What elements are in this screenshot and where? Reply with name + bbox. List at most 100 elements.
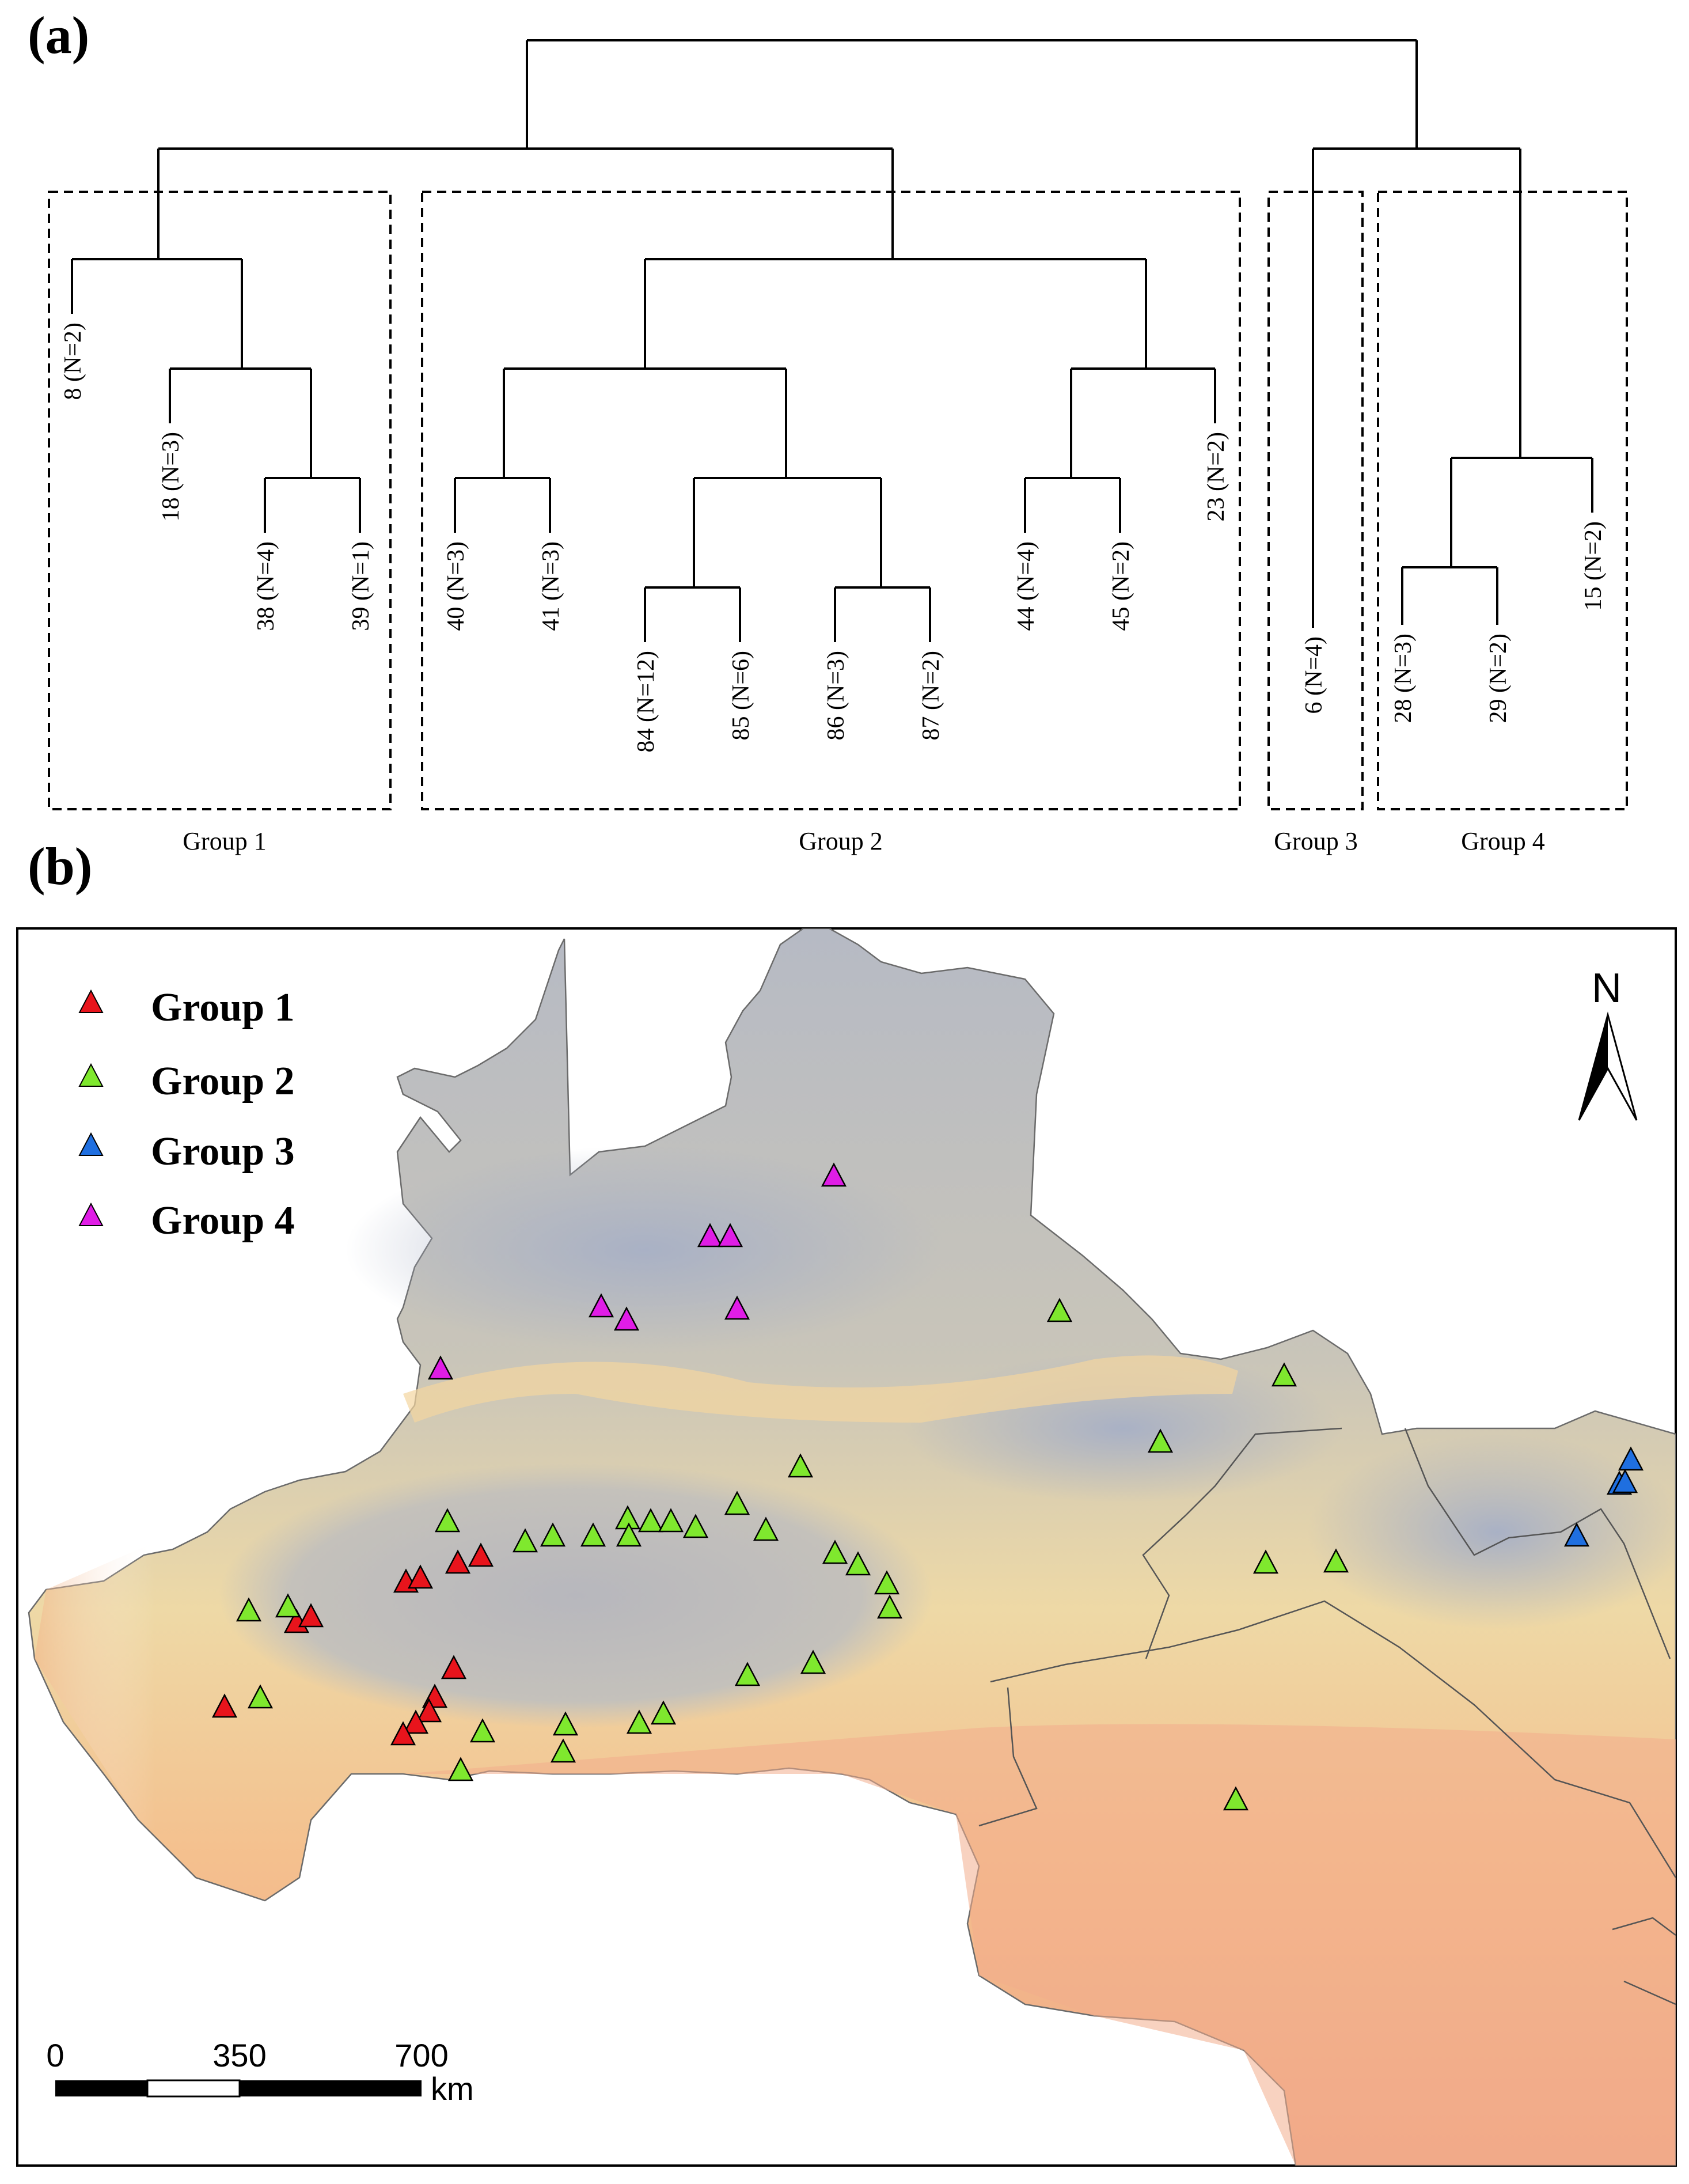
site-marker-group-2 — [637, 1508, 664, 1533]
group-2-box — [421, 191, 1241, 810]
site-marker-group-2 — [626, 1709, 652, 1734]
leaf-label: 29 (N=2) — [1485, 634, 1512, 723]
legend-item-group-4: Group 4 — [78, 1199, 295, 1243]
group-1-box — [48, 191, 392, 810]
leaf-label: 40 (N=3) — [443, 541, 469, 631]
sample-sites — [211, 1162, 1644, 1811]
site-marker-group-2 — [787, 1453, 814, 1478]
leaf-label: 15 (N=2) — [1580, 521, 1607, 611]
site-marker-group-3 — [1618, 1446, 1644, 1471]
site-marker-group-2 — [1323, 1548, 1349, 1573]
site-marker-group-2 — [434, 1508, 461, 1533]
group-label: Group 3 — [1274, 827, 1357, 855]
dendrogram: 8 (N=2) 18 (N=3) 38 (N=4) 39 (N=1) 40 (N… — [48, 39, 1628, 855]
scale-bar: 0 350 700 km — [46, 2037, 473, 2107]
group-label: Group 4 — [1461, 827, 1544, 855]
leaf-label: 6 (N=4) — [1301, 636, 1327, 714]
site-marker-group-4 — [588, 1293, 614, 1318]
group-3-box — [1267, 191, 1364, 810]
group-label: Group 2 — [799, 827, 882, 855]
legend-triangle-icon — [78, 989, 104, 1013]
legend-label: Group 2 — [151, 1059, 295, 1104]
site-marker-group-3 — [1563, 1522, 1590, 1547]
legend-item-group-3: Group 3 — [78, 1129, 295, 1174]
dzungarian-basin — [346, 1146, 944, 1353]
site-marker-group-2 — [236, 1597, 262, 1622]
site-marker-group-2 — [552, 1711, 579, 1736]
leaf-label: 38 (N=4) — [253, 541, 279, 631]
site-marker-group-1 — [298, 1603, 324, 1628]
province-border — [1142, 1427, 1342, 1659]
site-marker-group-2 — [1271, 1362, 1297, 1387]
legend-triangle-icon — [78, 1202, 104, 1226]
group-4-box — [1377, 191, 1628, 810]
site-marker-group-2 — [275, 1593, 301, 1618]
site-marker-group-2 — [247, 1684, 274, 1709]
gansu-corridor — [1307, 1434, 1676, 1630]
legend-label: Group 1 — [151, 985, 295, 1030]
site-marker-group-2 — [1252, 1549, 1279, 1574]
scale-tick-label: 350 — [212, 2037, 266, 2073]
leaf-label: 86 (N=3) — [823, 651, 849, 741]
site-marker-group-1 — [441, 1655, 467, 1679]
scale-unit-label: km — [431, 2071, 474, 2107]
site-marker-group-2 — [580, 1522, 606, 1547]
site-marker-group-2 — [469, 1718, 496, 1743]
site-marker-group-2 — [845, 1551, 871, 1576]
legend-triangle-icon — [78, 1063, 104, 1087]
province-border — [990, 1600, 1676, 1878]
site-marker-group-1 — [403, 1709, 429, 1734]
legend-label: Group 4 — [151, 1199, 295, 1243]
leaf-label: 8 (N=2) — [60, 323, 86, 400]
leaf-label: 85 (N=6) — [728, 651, 754, 741]
site-marker-group-3 — [1612, 1469, 1638, 1493]
north-label: N — [1592, 965, 1622, 1011]
legend-item-group-2: Group 2 — [78, 1059, 295, 1104]
site-marker-group-2 — [447, 1757, 474, 1781]
site-marker-group-4 — [613, 1306, 640, 1331]
site-marker-group-2 — [800, 1650, 826, 1674]
site-marker-group-2 — [616, 1522, 642, 1547]
legend-label: Group 3 — [151, 1129, 295, 1174]
site-marker-group-2 — [650, 1700, 677, 1725]
site-marker-group-1 — [445, 1549, 471, 1574]
leaf-label: 84 (N=12) — [633, 651, 659, 753]
site-marker-group-2 — [658, 1508, 684, 1533]
site-marker-group-1 — [468, 1542, 494, 1567]
site-marker-group-4 — [717, 1223, 743, 1248]
site-marker-group-4 — [724, 1295, 750, 1320]
southern-highland — [403, 1724, 1676, 2166]
legend-triangle-icon — [78, 1132, 104, 1156]
site-marker-group-1 — [407, 1564, 434, 1589]
site-marker-group-2 — [550, 1738, 576, 1763]
site-marker-group-1 — [390, 1721, 416, 1746]
site-marker-group-4 — [821, 1162, 847, 1187]
leaf-label: 28 (N=3) — [1390, 634, 1417, 723]
site-marker-group-2 — [822, 1540, 848, 1564]
site-marker-group-2 — [512, 1528, 538, 1553]
leaf-label: 39 (N=1) — [348, 541, 374, 631]
panel-b-label: (b) — [28, 837, 92, 896]
site-marker-group-2 — [734, 1662, 761, 1686]
legend: Group 1 Group 2 Group 3 Group 4 — [78, 985, 295, 1243]
site-marker-group-2 — [1046, 1298, 1073, 1322]
site-marker-group-2 — [1147, 1428, 1174, 1453]
leaf-label: 41 (N=3) — [538, 541, 564, 631]
site-marker-group-2 — [876, 1594, 903, 1619]
group-label: Group 1 — [183, 827, 266, 855]
province-border — [1612, 1917, 1676, 2005]
site-marker-group-2 — [874, 1570, 900, 1595]
scale-tick-label: 0 — [46, 2037, 64, 2073]
legend-item-group-1: Group 1 — [78, 985, 295, 1030]
panel-a-label: (a) — [28, 6, 89, 65]
north-arrow: N — [1578, 965, 1638, 1121]
site-marker-group-4 — [697, 1223, 723, 1248]
site-marker-group-2 — [753, 1516, 779, 1541]
leaf-label: 44 (N=4) — [1013, 541, 1039, 631]
province-border — [978, 1687, 1038, 1827]
tianshan-ridge — [403, 1355, 1238, 1423]
site-marker-group-1 — [416, 1698, 442, 1723]
leaf-label: 23 (N=2) — [1203, 432, 1229, 522]
scale-tick-label: 700 — [394, 2037, 448, 2073]
